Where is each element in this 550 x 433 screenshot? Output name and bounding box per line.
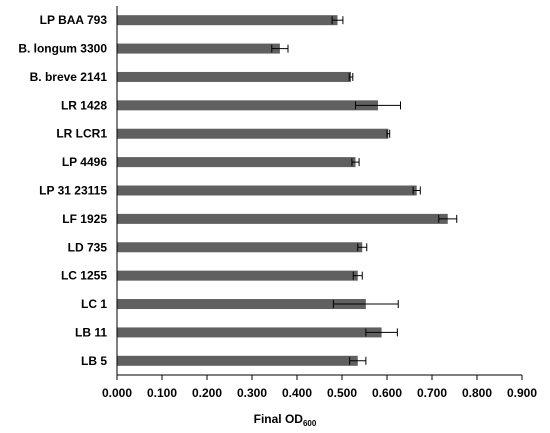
category-label-b-breve-2141: B. breve 2141: [30, 70, 108, 84]
bar-b-breve-2141: [117, 71, 351, 82]
error-bar-lb-11: [365, 328, 398, 337]
bar-lp-31-23115: [117, 185, 417, 196]
error-bar-lp-31-23115: [412, 186, 421, 195]
category-label-lp-baa-793: LP BAA 793: [40, 13, 108, 27]
error-bar-lc-1255: [352, 271, 363, 280]
bar-lp-baa-793: [117, 15, 338, 26]
error-bar-b-longum-3300: [271, 44, 289, 53]
x-tick-label: 0.000: [102, 386, 132, 400]
x-tick-label: 0.200: [192, 386, 222, 400]
category-label-lr-1428: LR 1428: [61, 98, 107, 112]
x-tick-label: 0.900: [507, 386, 537, 400]
bar-lp-4496: [117, 157, 356, 168]
x-axis-title-subscript: 600: [303, 419, 317, 428]
x-ticks: 0.000 0.100 0.200 0.300 0.400 0.500 0.600 0.700…: [102, 375, 537, 400]
x-tick-label: 0.400: [282, 386, 312, 400]
bar-lf-1925: [117, 213, 448, 224]
bar-lb-5: [117, 355, 358, 366]
category-label-b-longum-3300: B. longum 3300: [18, 42, 107, 56]
error-bar-lc-1: [332, 300, 399, 309]
category-label-lc-1255: LC 1255: [61, 269, 107, 283]
bars-group: [117, 15, 448, 366]
error-bar-lp-baa-793: [331, 16, 344, 25]
bar-b-longum-3300: [117, 43, 280, 54]
error-bar-lr-lcr1: [386, 129, 391, 138]
x-tick-label: 0.800: [462, 386, 492, 400]
category-label-lf-1925: LF 1925: [62, 212, 107, 226]
bar-lb-11: [117, 327, 382, 338]
bar-ld-735: [117, 242, 363, 253]
category-label-lp-4496: LP 4496: [62, 155, 107, 169]
error-bars-group: [271, 16, 458, 365]
x-tick-label: 0.700: [417, 386, 447, 400]
x-tick-label: 0.500: [327, 386, 357, 400]
category-label-lc-1: LC 1: [81, 297, 107, 311]
category-label-lp-31-23115: LP 31 23115: [39, 184, 107, 198]
bar-lr-lcr1: [117, 128, 389, 139]
category-label-ld-735: LD 735: [68, 240, 108, 254]
error-bar-lp-4496: [351, 158, 360, 167]
category-labels: LP BAA 793 B. longum 3300 B. breve 2141 LR …: [18, 13, 107, 368]
x-tick-label: 0.100: [147, 386, 177, 400]
category-label-lb-11: LB 11: [75, 325, 107, 339]
bar-lr-1428: [117, 100, 378, 111]
error-bar-b-breve-2141: [348, 72, 354, 81]
error-bar-lf-1925: [438, 214, 458, 223]
category-label-lb-5: LB 5: [81, 354, 107, 368]
x-tick-label: 0.300: [237, 386, 267, 400]
x-tick-label: 0.600: [372, 386, 402, 400]
category-label-lr-lcr1: LR LCR1: [56, 127, 107, 141]
bar-lc-1255: [117, 270, 358, 281]
bar-lc-1: [117, 299, 366, 310]
error-bar-lr-1428: [355, 101, 401, 110]
error-bar-ld-735: [357, 243, 368, 252]
error-bar-lb-5: [349, 356, 367, 365]
x-axis-title: Final OD600: [254, 412, 317, 428]
